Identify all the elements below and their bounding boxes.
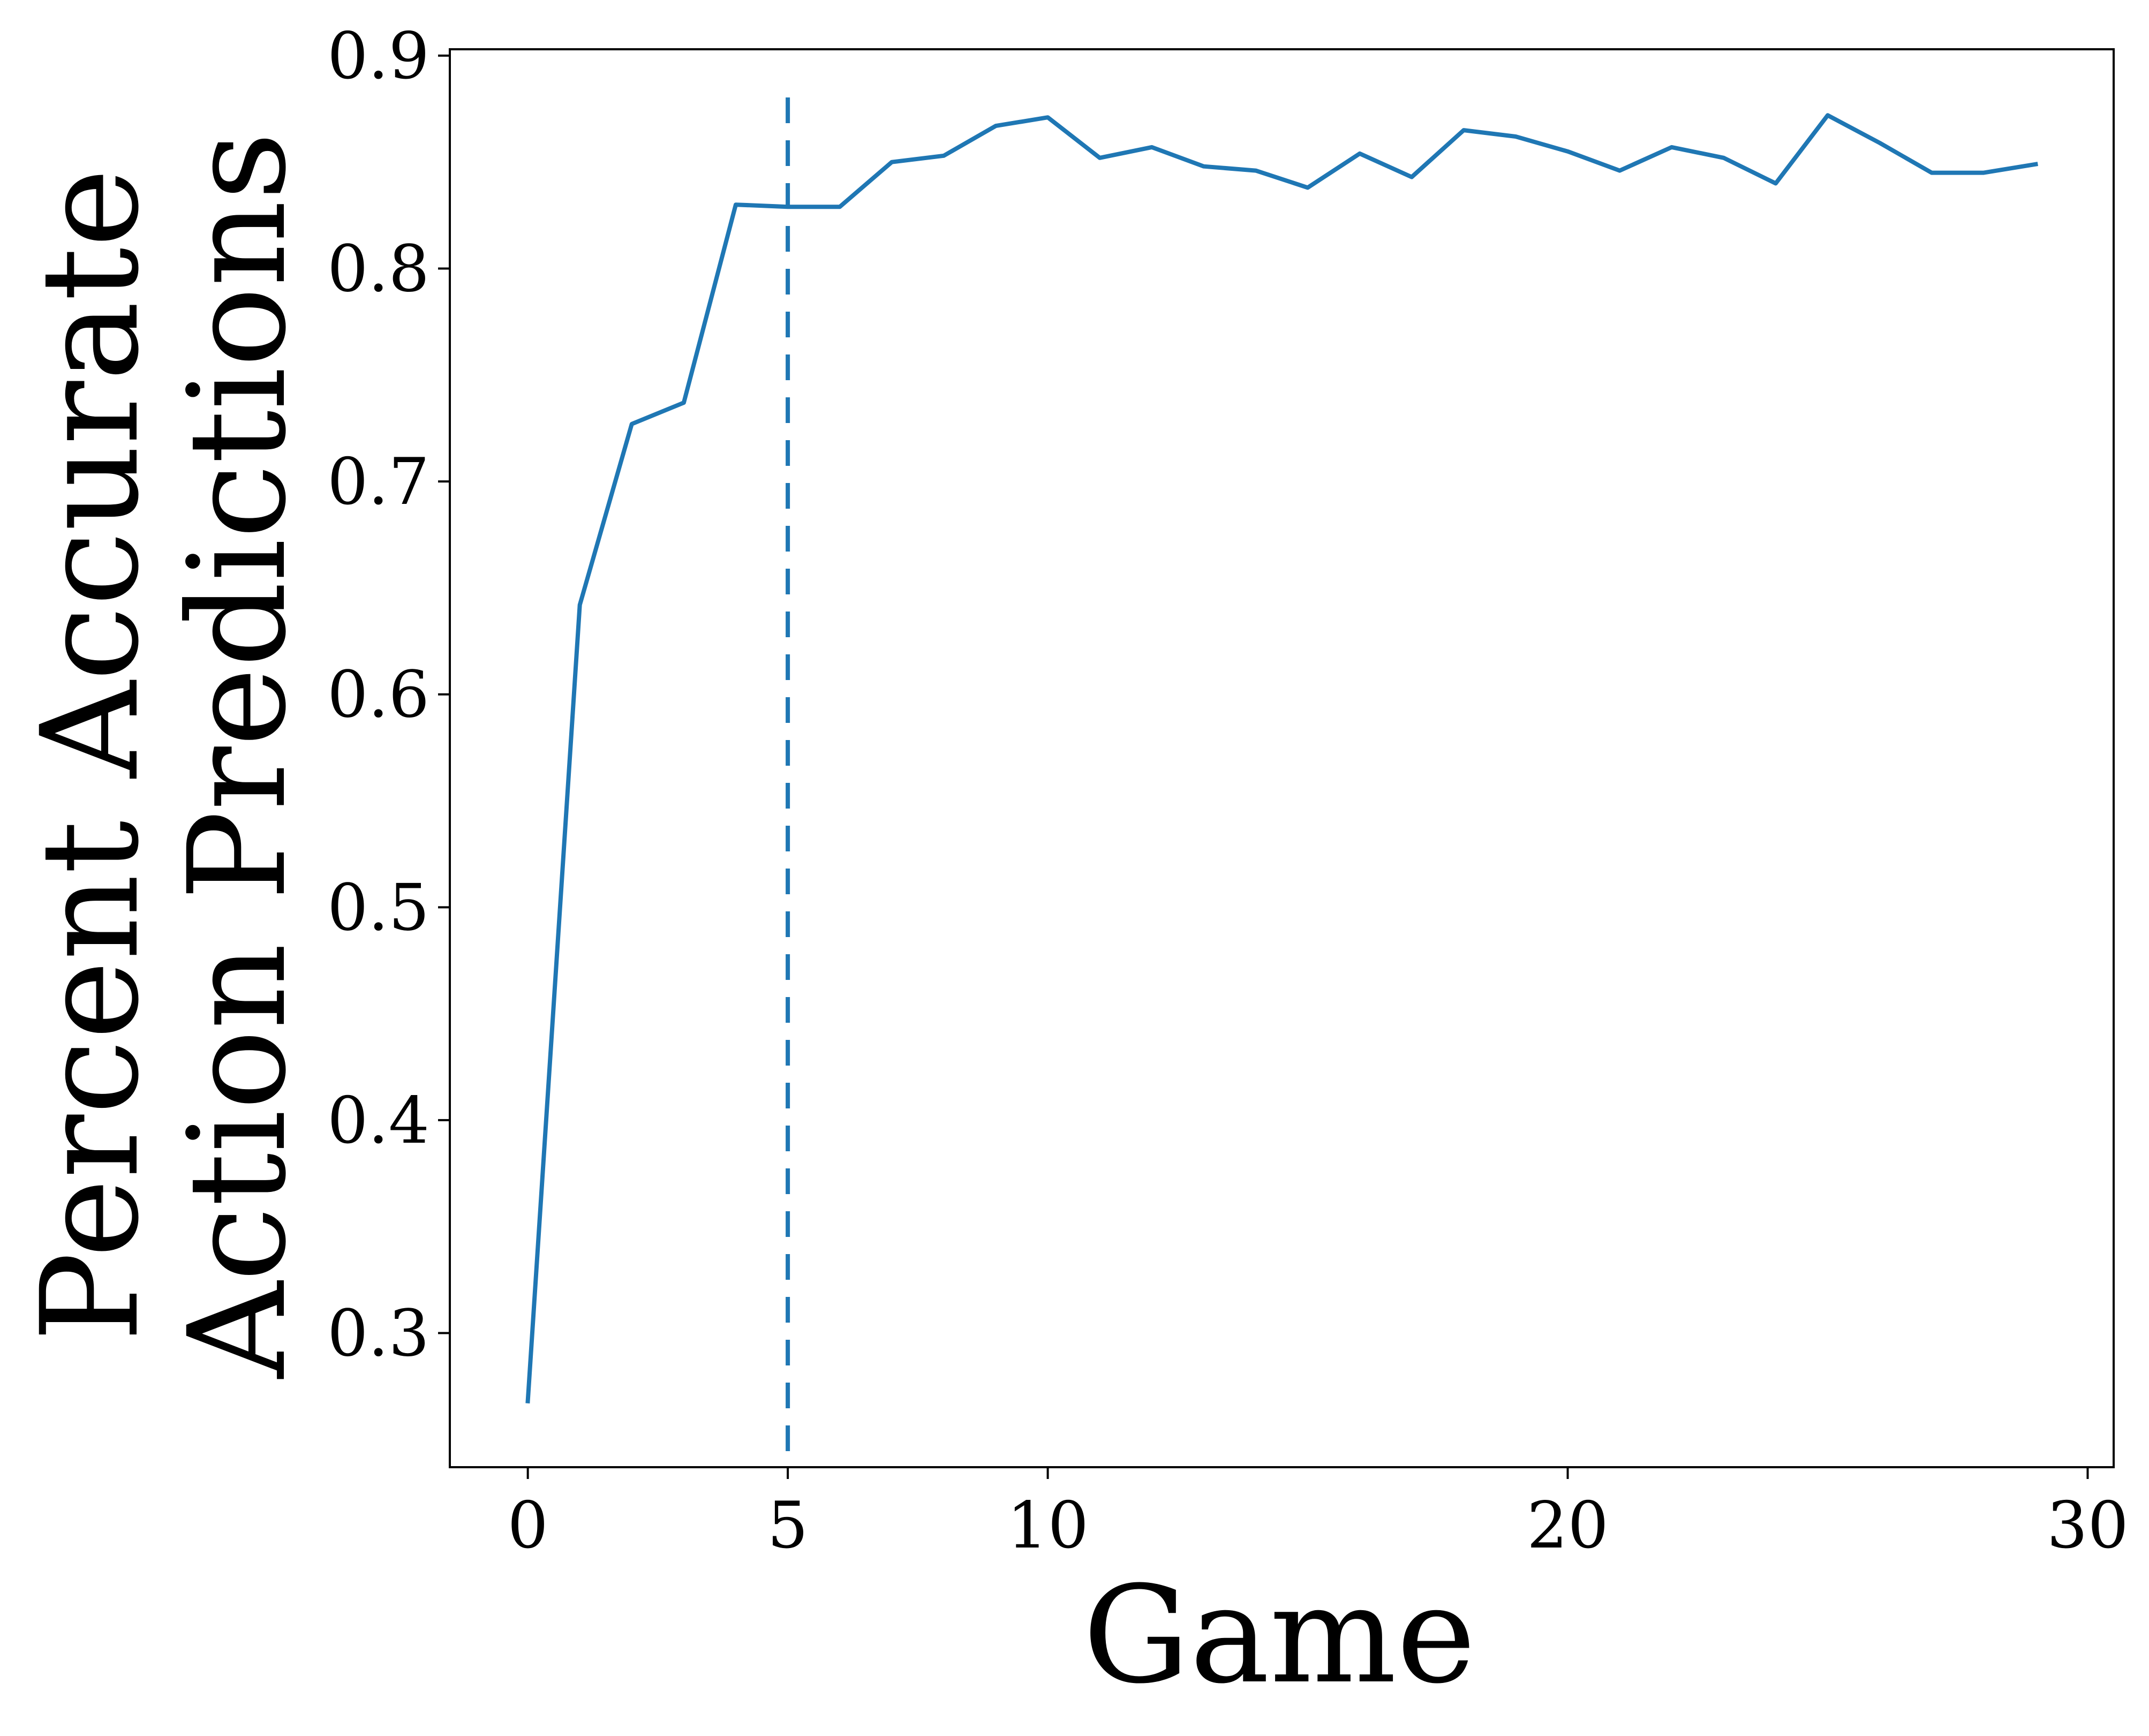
data-point [1358,152,1362,155]
data-point [942,154,946,157]
x-axis-title: Game [1083,1557,1476,1713]
data-point [1774,182,1777,185]
data-point [682,401,685,405]
x-tick-label: 0 [507,1489,548,1563]
data-point [1046,116,1050,119]
plot-area-frame [449,48,2115,1468]
x-tick-label: 5 [767,1489,808,1563]
y-tick-label: 0.5 [327,871,429,945]
data-point [1826,114,1829,117]
data-point [578,603,582,607]
data-point [994,124,998,128]
data-point [734,203,738,207]
data-point [1202,164,1205,168]
data-point [1982,171,1986,175]
data-point [2034,162,2038,166]
y-axis-title-line-1: Percent Accurate [12,168,168,1342]
y-tick-label: 0.7 [327,445,429,519]
y-tick-label: 0.9 [327,19,429,94]
data-point [1462,129,1466,132]
x-tick-label: 10 [1007,1489,1089,1563]
y-tick-label: 0.3 [327,1297,429,1371]
y-tick-label: 0.8 [327,232,429,307]
y-axis: 0.3 0.4 0.5 0.6 0.7 0.8 0.9 [327,19,450,1371]
data-point [1306,186,1310,190]
data-point [1618,169,1622,172]
data-point [1150,145,1153,149]
series-layer [525,97,2038,1467]
y-tick-label: 0.4 [327,1084,429,1158]
x-tick-label: 30 [2047,1489,2129,1563]
x-axis: 0 5 10 20 30 [507,1467,2129,1563]
data-point [1410,175,1414,179]
x-tick-label: 20 [1527,1489,1609,1563]
data-point [526,1399,530,1403]
data-point [1254,169,1257,172]
data-point [1566,149,1570,153]
y-axis-title-line-2: Action Predictions [160,132,315,1379]
data-point [1670,145,1673,149]
y-tick-label: 0.6 [327,658,429,733]
data-point [838,205,842,209]
data-point [1878,141,1882,145]
data-point [1722,156,1725,160]
data-point [786,205,790,209]
series-line-accuracy [525,113,2038,1403]
data-point [1930,171,1934,175]
data-point [630,422,634,426]
data-point [1514,135,1518,139]
data-point [890,160,894,164]
data-point [1098,156,1102,160]
